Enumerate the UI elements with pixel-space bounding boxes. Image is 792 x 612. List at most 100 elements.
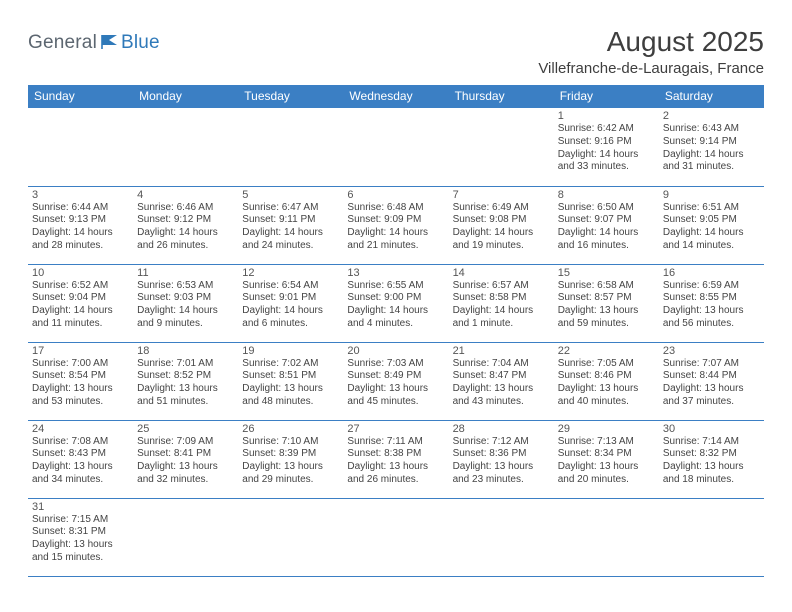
daylight-line: Daylight: 13 hours and 56 minutes. [663,305,760,331]
sunrise-line: Sunrise: 6:58 AM [558,280,655,293]
sunrise-line: Sunrise: 7:10 AM [242,436,339,449]
sunset-line: Sunset: 8:44 PM [663,370,760,383]
daylight-line: Daylight: 14 hours and 19 minutes. [453,227,550,253]
sunrise-line: Sunrise: 7:01 AM [137,358,234,371]
calendar-row: 31Sunrise: 7:15 AMSunset: 8:31 PMDayligh… [28,498,764,576]
calendar-row: 24Sunrise: 7:08 AMSunset: 8:43 PMDayligh… [28,420,764,498]
sunset-line: Sunset: 9:05 PM [663,214,760,227]
sunset-line: Sunset: 8:55 PM [663,292,760,305]
logo: General Blue [28,32,160,54]
calendar-cell: 21Sunrise: 7:04 AMSunset: 8:47 PMDayligh… [449,342,554,420]
sunrise-line: Sunrise: 6:54 AM [242,280,339,293]
calendar-table: SundayMondayTuesdayWednesdayThursdayFrid… [28,85,764,577]
sunrise-line: Sunrise: 6:51 AM [663,202,760,215]
header-row: General Blue August 2025 Villefranche-de… [28,26,764,77]
daylight-line: Daylight: 14 hours and 6 minutes. [242,305,339,331]
day-number: 20 [347,345,444,357]
day-number: 29 [558,423,655,435]
sunset-line: Sunset: 9:01 PM [242,292,339,305]
calendar-cell: 9Sunrise: 6:51 AMSunset: 9:05 PMDaylight… [659,186,764,264]
day-number: 6 [347,189,444,201]
daylight-line: Daylight: 14 hours and 14 minutes. [663,227,760,253]
sunset-line: Sunset: 8:52 PM [137,370,234,383]
sunrise-line: Sunrise: 7:05 AM [558,358,655,371]
calendar-header: SundayMondayTuesdayWednesdayThursdayFrid… [28,85,764,108]
calendar-cell: 23Sunrise: 7:07 AMSunset: 8:44 PMDayligh… [659,342,764,420]
day-number: 13 [347,267,444,279]
sunset-line: Sunset: 9:12 PM [137,214,234,227]
day-number: 19 [242,345,339,357]
daylight-line: Daylight: 14 hours and 9 minutes. [137,305,234,331]
calendar-page: General Blue August 2025 Villefranche-de… [0,0,792,597]
flag-icon [101,34,121,50]
day-number: 5 [242,189,339,201]
day-number: 4 [137,189,234,201]
daylight-line: Daylight: 13 hours and 29 minutes. [242,461,339,487]
calendar-cell: 6Sunrise: 6:48 AMSunset: 9:09 PMDaylight… [343,186,448,264]
sunset-line: Sunset: 9:07 PM [558,214,655,227]
daylight-line: Daylight: 14 hours and 1 minute. [453,305,550,331]
day-number: 2 [663,110,760,122]
sunrise-line: Sunrise: 7:12 AM [453,436,550,449]
sunrise-line: Sunrise: 6:44 AM [32,202,129,215]
weekday-header: Thursday [449,85,554,108]
calendar-cell-empty [238,498,343,576]
sunset-line: Sunset: 8:32 PM [663,448,760,461]
page-subtitle: Villefranche-de-Lauragais, France [538,60,764,77]
sunrise-line: Sunrise: 6:53 AM [137,280,234,293]
calendar-cell: 8Sunrise: 6:50 AMSunset: 9:07 PMDaylight… [554,186,659,264]
sunrise-line: Sunrise: 6:50 AM [558,202,655,215]
day-number: 30 [663,423,760,435]
sunset-line: Sunset: 9:11 PM [242,214,339,227]
daylight-line: Daylight: 13 hours and 18 minutes. [663,461,760,487]
daylight-line: Daylight: 13 hours and 48 minutes. [242,383,339,409]
day-number: 22 [558,345,655,357]
sunset-line: Sunset: 8:57 PM [558,292,655,305]
day-number: 8 [558,189,655,201]
sunset-line: Sunset: 8:46 PM [558,370,655,383]
daylight-line: Daylight: 13 hours and 34 minutes. [32,461,129,487]
daylight-line: Daylight: 13 hours and 15 minutes. [32,539,129,565]
sunset-line: Sunset: 9:16 PM [558,136,655,149]
sunrise-line: Sunrise: 6:57 AM [453,280,550,293]
sunset-line: Sunset: 8:34 PM [558,448,655,461]
calendar-cell: 15Sunrise: 6:58 AMSunset: 8:57 PMDayligh… [554,264,659,342]
day-number: 7 [453,189,550,201]
daylight-line: Daylight: 13 hours and 43 minutes. [453,383,550,409]
daylight-line: Daylight: 13 hours and 40 minutes. [558,383,655,409]
day-number: 9 [663,189,760,201]
daylight-line: Daylight: 14 hours and 28 minutes. [32,227,129,253]
calendar-cell: 30Sunrise: 7:14 AMSunset: 8:32 PMDayligh… [659,420,764,498]
calendar-cell: 7Sunrise: 6:49 AMSunset: 9:08 PMDaylight… [449,186,554,264]
sunset-line: Sunset: 8:54 PM [32,370,129,383]
day-number: 3 [32,189,129,201]
calendar-row: 1Sunrise: 6:42 AMSunset: 9:16 PMDaylight… [28,108,764,186]
calendar-cell: 29Sunrise: 7:13 AMSunset: 8:34 PMDayligh… [554,420,659,498]
weekday-header: Tuesday [238,85,343,108]
day-number: 17 [32,345,129,357]
calendar-cell: 26Sunrise: 7:10 AMSunset: 8:39 PMDayligh… [238,420,343,498]
sunset-line: Sunset: 9:08 PM [453,214,550,227]
sunset-line: Sunset: 8:38 PM [347,448,444,461]
calendar-cell: 22Sunrise: 7:05 AMSunset: 8:46 PMDayligh… [554,342,659,420]
sunset-line: Sunset: 9:04 PM [32,292,129,305]
sunset-line: Sunset: 9:14 PM [663,136,760,149]
calendar-cell-empty [659,498,764,576]
sunrise-line: Sunrise: 7:00 AM [32,358,129,371]
sunrise-line: Sunrise: 6:47 AM [242,202,339,215]
sunrise-line: Sunrise: 7:08 AM [32,436,129,449]
day-number: 26 [242,423,339,435]
day-number: 24 [32,423,129,435]
sunrise-line: Sunrise: 6:55 AM [347,280,444,293]
calendar-cell-empty [449,498,554,576]
sunrise-line: Sunrise: 6:59 AM [663,280,760,293]
weekday-header: Monday [133,85,238,108]
calendar-cell-empty [28,108,133,186]
weekday-header: Sunday [28,85,133,108]
calendar-cell: 1Sunrise: 6:42 AMSunset: 9:16 PMDaylight… [554,108,659,186]
sunrise-line: Sunrise: 7:14 AM [663,436,760,449]
sunrise-line: Sunrise: 6:46 AM [137,202,234,215]
calendar-cell: 25Sunrise: 7:09 AMSunset: 8:41 PMDayligh… [133,420,238,498]
day-number: 25 [137,423,234,435]
calendar-cell: 14Sunrise: 6:57 AMSunset: 8:58 PMDayligh… [449,264,554,342]
